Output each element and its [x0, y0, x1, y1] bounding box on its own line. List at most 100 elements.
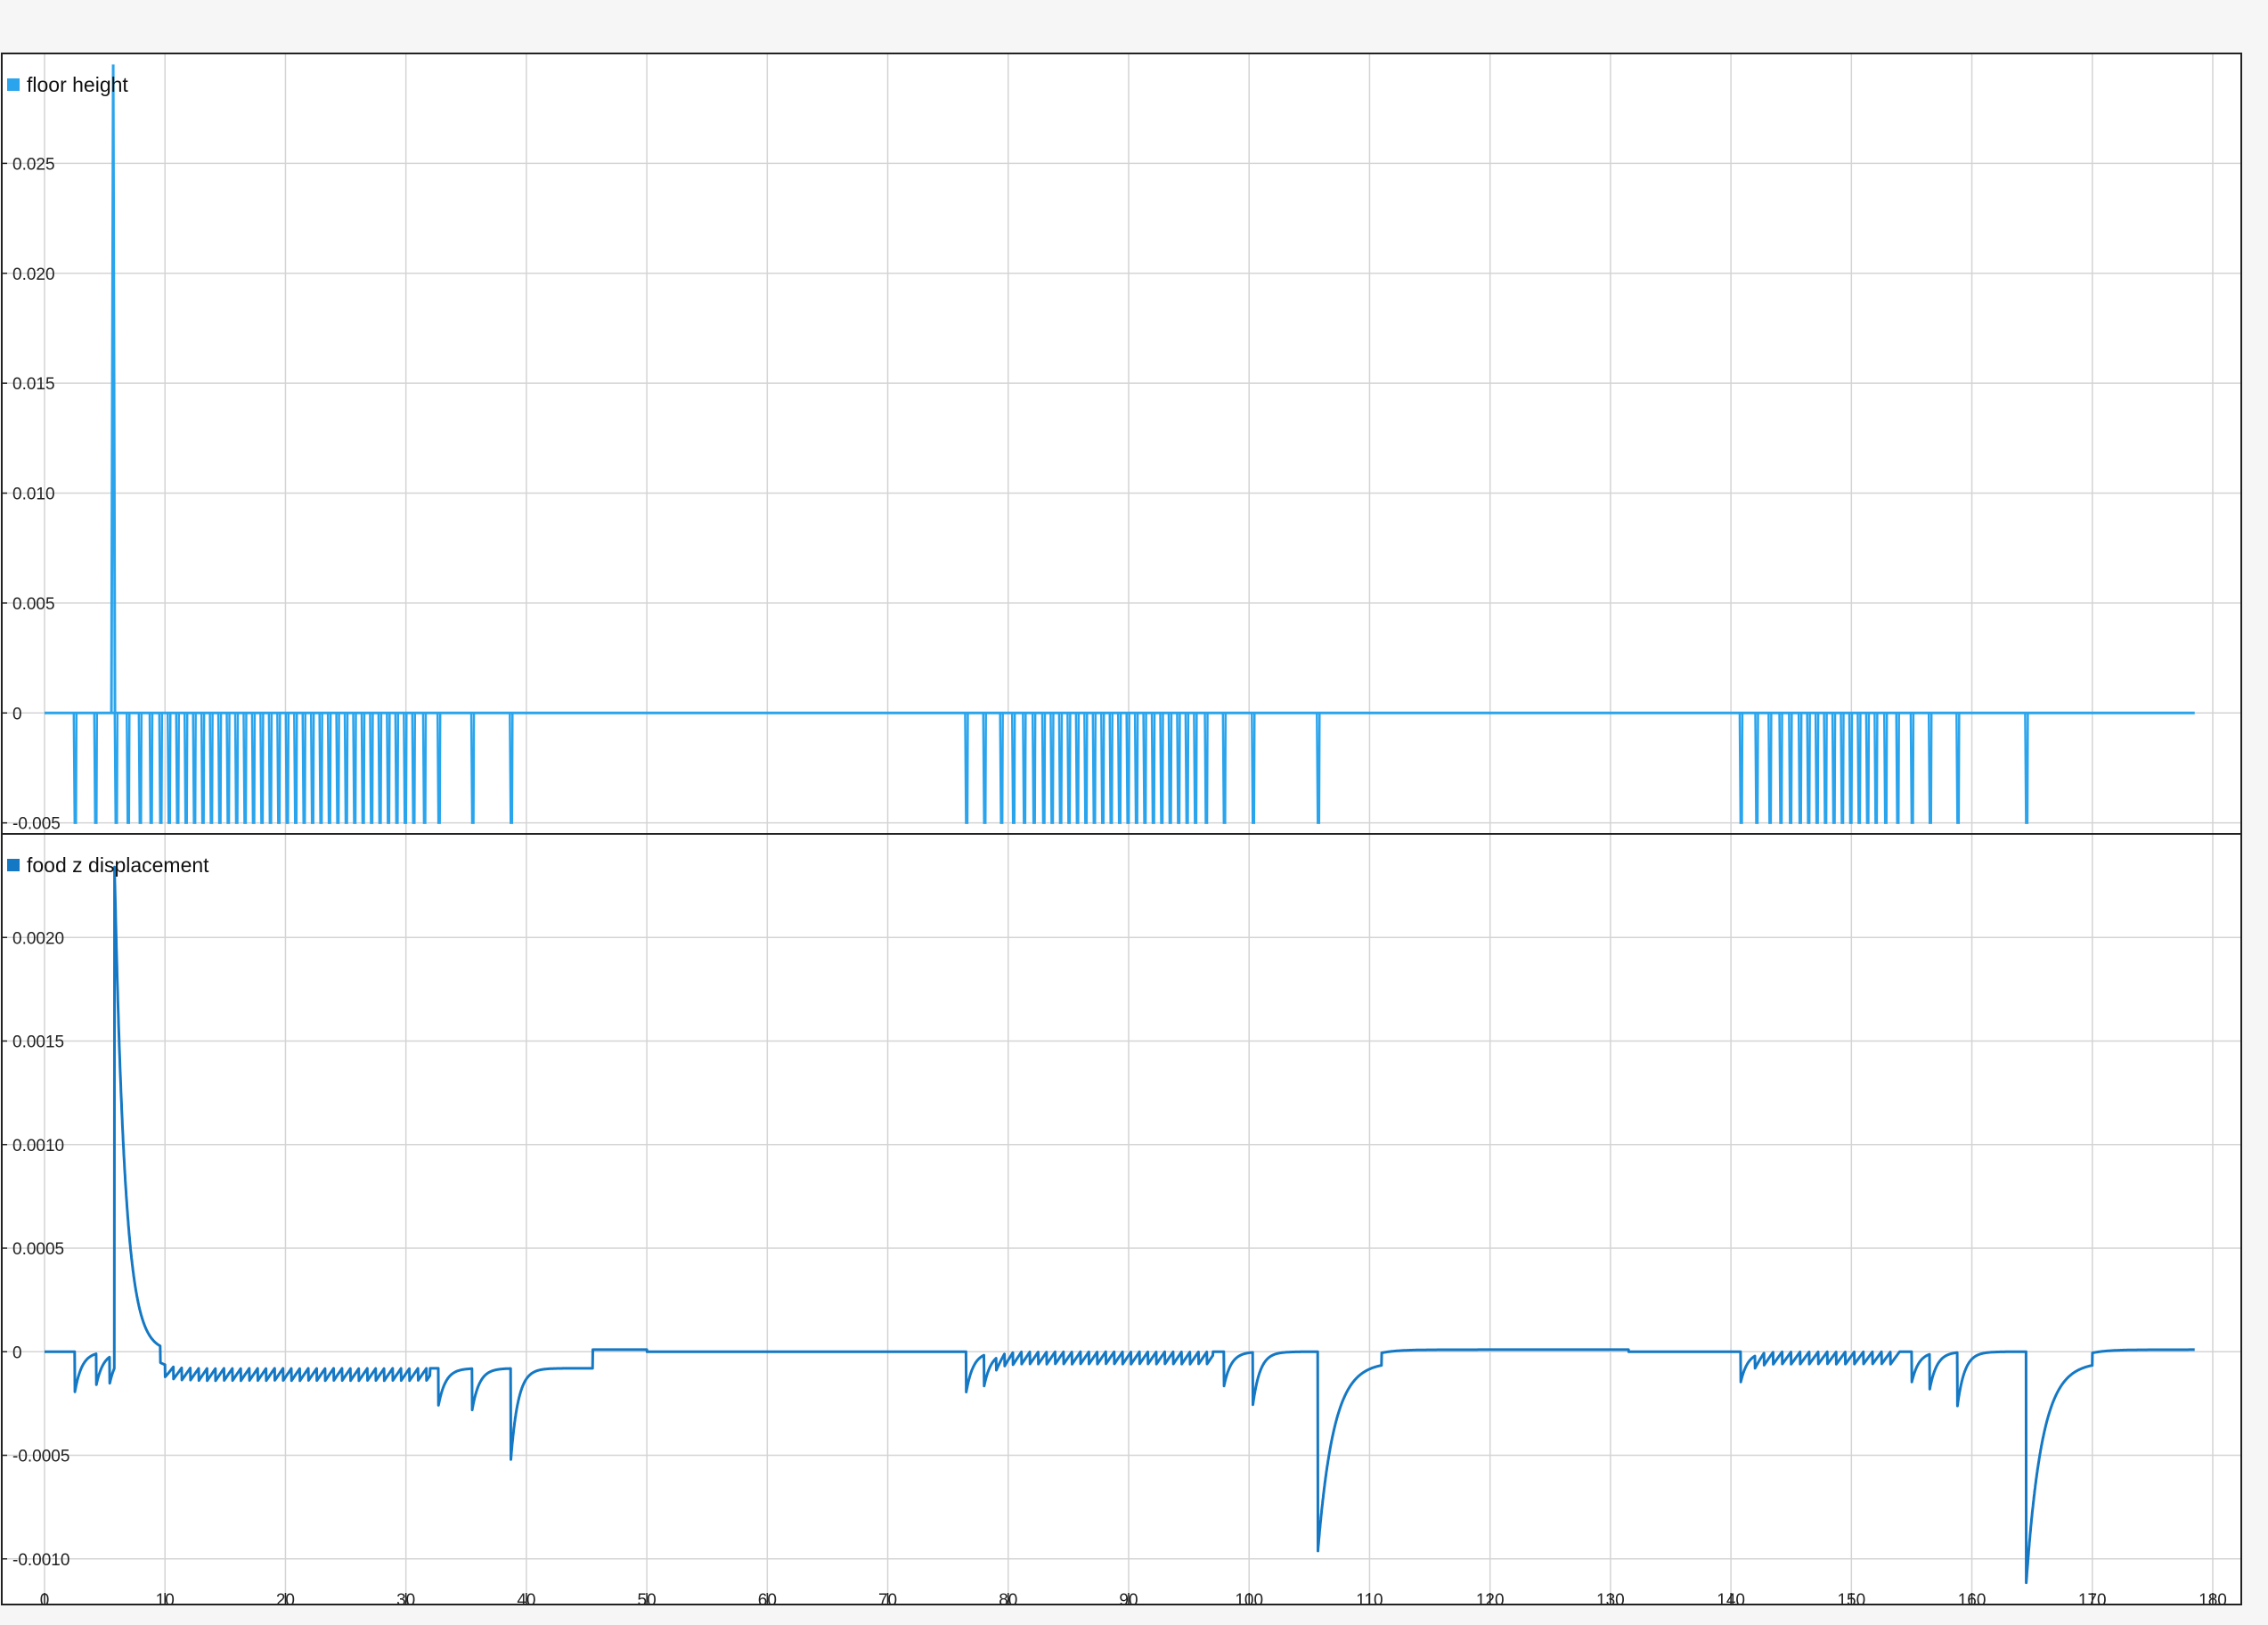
series-drop — [225, 713, 231, 824]
series-drop — [113, 713, 119, 824]
series-drop — [259, 713, 265, 824]
series-line — [43, 865, 2196, 1585]
series-drop — [1909, 713, 1915, 824]
series-drop — [216, 713, 223, 824]
legend-food-z-displacement: food z displacement — [7, 853, 209, 877]
x-tick-label: 120 — [1476, 1591, 1505, 1610]
series-drop — [1738, 713, 1744, 824]
series-drop — [964, 713, 969, 824]
x-tick-label: 80 — [999, 1591, 1017, 1610]
series-drop — [1814, 713, 1820, 824]
series-drop — [1203, 713, 1209, 824]
legend-swatch-food-z-displacement — [7, 859, 20, 871]
y-tick-label: 0.0015 — [12, 1033, 64, 1052]
series-drop — [403, 713, 408, 824]
series-drop — [352, 713, 357, 824]
series-drop — [1848, 713, 1854, 824]
y-tick-label: 0.0020 — [12, 929, 64, 948]
plot-frame — [1, 53, 2242, 1605]
series-drop — [1823, 713, 1828, 824]
series-drop — [1010, 713, 1016, 824]
series-drop — [360, 713, 366, 824]
legend-label-food-z-displacement: food z displacement — [27, 853, 209, 877]
series-drop — [267, 713, 273, 824]
y-tick-label: -0.0010 — [12, 1551, 69, 1570]
x-tick-label: 130 — [1596, 1591, 1625, 1610]
x-tick-label: 110 — [1356, 1591, 1383, 1610]
series-drop — [1108, 713, 1114, 824]
series-spike — [110, 64, 117, 714]
series-drop — [1840, 713, 1845, 824]
y-tick-label: 0.020 — [12, 265, 55, 284]
y-tick-label: -0.005 — [12, 815, 61, 834]
food-z-displacement-series — [43, 865, 2196, 1585]
x-tick-label: 40 — [517, 1591, 535, 1610]
plot-area-background — [2, 53, 2241, 1605]
series-drop — [411, 713, 417, 824]
series-drop — [1049, 713, 1055, 824]
series-drop — [126, 713, 131, 824]
series-drop — [1184, 713, 1190, 824]
series-drop — [1022, 713, 1027, 824]
y-axis-ticks: 0.025 0.020 0.015 0.010 0.005 0 -0.005 0.0020 0.… — [2, 155, 69, 1570]
series-drop — [509, 713, 514, 824]
series-drop — [1882, 713, 1889, 824]
series-drop — [421, 713, 428, 824]
series-drop — [233, 713, 240, 824]
floor-height-series — [45, 64, 2195, 824]
x-tick-label: 160 — [1958, 1591, 1987, 1610]
series-drop — [158, 713, 164, 824]
series-drop — [436, 713, 442, 824]
series-drop — [1116, 713, 1122, 824]
series-drop — [369, 713, 374, 824]
series-drop — [167, 713, 172, 824]
series-drop — [242, 713, 248, 824]
series-drop — [309, 713, 315, 824]
series-drop — [1806, 713, 1811, 824]
y-tick-label: 0.015 — [12, 375, 55, 394]
x-tick-label: 10 — [156, 1591, 175, 1610]
series-drop — [276, 713, 281, 824]
series-drop — [343, 713, 349, 824]
series-drop — [1031, 713, 1037, 824]
y-tick-label: 0.0010 — [12, 1137, 64, 1155]
x-tick-label: 30 — [396, 1591, 415, 1610]
series-drop — [301, 713, 306, 824]
series-drop — [175, 713, 180, 824]
y-tick-label: 0.010 — [12, 486, 55, 504]
x-tick-label: 180 — [2199, 1591, 2227, 1610]
series-drop — [1927, 713, 1933, 824]
series-drop — [999, 713, 1004, 824]
x-tick-label: 50 — [638, 1591, 657, 1610]
y-tick-label: 0 — [12, 1343, 22, 1362]
x-tick-label: 150 — [1837, 1591, 1865, 1610]
series-drop — [93, 713, 99, 824]
series-drop — [192, 713, 197, 824]
series-drop — [394, 713, 400, 824]
x-tick-label: 0 — [40, 1591, 50, 1610]
series-drop — [469, 713, 476, 824]
series-drop — [1193, 713, 1198, 824]
series-drop — [1083, 713, 1089, 824]
series-drop — [982, 713, 987, 824]
series-drop — [1955, 713, 1961, 824]
series-drop — [1167, 713, 1173, 824]
series-drop — [1221, 713, 1228, 824]
series-drop — [1091, 713, 1097, 824]
series-drop — [1074, 713, 1081, 824]
series-drop — [1176, 713, 1181, 824]
y-tick-label: 0 — [12, 705, 22, 723]
series-drop — [72, 713, 78, 824]
series-drop — [1831, 713, 1837, 824]
x-tick-label: 100 — [1235, 1591, 1263, 1610]
series-drop — [1864, 713, 1871, 824]
series-drop — [137, 713, 143, 824]
series-drop — [1797, 713, 1803, 824]
legend-swatch-floor-height — [7, 78, 20, 91]
series-drop — [386, 713, 391, 824]
x-tick-label: 70 — [878, 1591, 897, 1610]
series-drop — [1159, 713, 1164, 824]
series-drop — [148, 713, 154, 824]
series-drop — [1788, 713, 1793, 824]
y-tick-label: 0.0005 — [12, 1240, 64, 1259]
